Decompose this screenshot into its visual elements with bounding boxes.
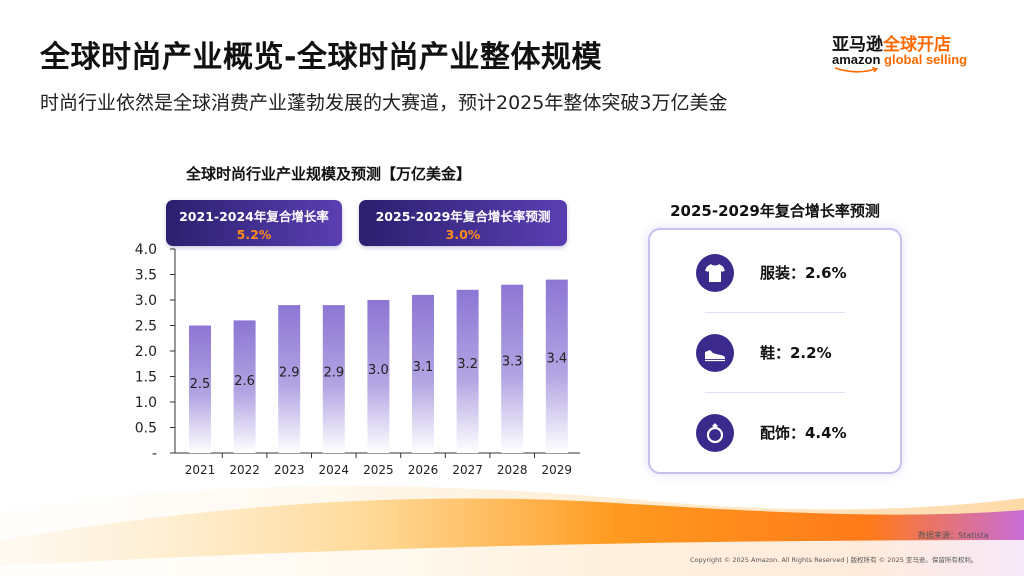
x-tick-label: 2027 [452, 463, 483, 477]
logo-en-text: amazon global selling [832, 52, 967, 67]
bar-2025 [367, 300, 390, 453]
bar-2026 [412, 294, 434, 453]
logo-cn-amazon: 亚马逊 [832, 35, 883, 55]
y-tick-label: 2.0 [135, 344, 157, 360]
y-tick-label: 2.5 [135, 319, 157, 335]
y-tick-label: 1.5 [135, 370, 157, 386]
badge-cagr-2025-2029-label: 2025-2029年复合增长率预测 [375, 209, 551, 224]
growth-accessories-text: 配饰：4.4% [760, 424, 847, 442]
data-label-2021: 2.5 [190, 377, 211, 392]
logo-en-amazon: amazon [832, 52, 881, 67]
tshirt-icon [705, 264, 725, 282]
data-label-2026: 3.1 [413, 360, 434, 375]
panel-divider [705, 312, 845, 313]
badge-cagr-2021-2024-label: 2021-2024年复合增长率 [179, 209, 329, 224]
data-label-2024: 2.9 [323, 366, 344, 381]
bar-2028 [501, 284, 524, 453]
y-tick-label: 4.0 [135, 242, 157, 258]
x-tick-label: 2026 [408, 463, 439, 477]
y-tick-label: 3.5 [135, 268, 157, 284]
growth-row-apparel: 服装：2.6% [650, 248, 900, 298]
badge-cagr-2021-2024: 2021-2024年复合增长率 5.2% [166, 200, 342, 246]
logo-cn-text: 亚马逊全球开店 [832, 30, 951, 55]
growth-shoes-text: 鞋：2.2% [760, 344, 832, 362]
bar-2021 [189, 325, 211, 453]
data-label-2022: 2.6 [234, 374, 255, 389]
logo-en-global-selling: global selling [884, 52, 968, 67]
panel-divider [705, 392, 845, 393]
bar-2023 [278, 305, 301, 453]
y-tick-label: 3.0 [135, 293, 157, 309]
data-label-2025: 3.0 [368, 363, 389, 378]
x-tick-label: 2024 [319, 463, 350, 477]
x-tick-label: 2023 [274, 463, 305, 477]
x-tick-label: 2022 [229, 463, 260, 477]
copyright-text: Copyright © 2025 Amazon. All Rights Rese… [690, 556, 978, 564]
bar-2024 [322, 305, 345, 453]
bar-2029 [545, 279, 568, 453]
bar-2022 [233, 320, 256, 453]
shoes-icon-badge [696, 334, 734, 372]
x-tick-label: 2029 [542, 463, 573, 477]
logo-cn-global: 全球开店 [883, 35, 951, 55]
page-subtitle: 时尚行业依然是全球消费产业蓬勃发展的大赛道，预计2025年整体突破3万亿美金 [40, 92, 728, 114]
y-tick-label: - [152, 446, 157, 462]
x-tick-label: 2025 [363, 463, 394, 477]
chart-title: 全球时尚行业产业规模及预测【万亿美金】 [186, 165, 472, 183]
amazon-smile-icon [834, 67, 879, 73]
shoe-icon [705, 350, 725, 362]
accessories-icon-badge [696, 414, 734, 452]
apparel-icon-badge [696, 254, 734, 292]
badge-cagr-2021-2024-value: 5.2% [236, 227, 272, 242]
market-size-bar-chart: 4.0 3.5 3.0 2.5 2.0 1.5 1.0 0.5 - 2.5 2021 2.6 2022 2… [135, 242, 580, 477]
growth-row-accessories: 配饰：4.4% [650, 408, 900, 458]
data-label-2027: 3.2 [457, 357, 478, 372]
data-source-note: 数据来源：Statista [918, 531, 989, 540]
amazon-global-selling-logo: 亚马逊全球开店 amazon global selling [832, 30, 982, 74]
y-tick-label: 1.0 [135, 395, 157, 411]
x-tick-label: 2028 [497, 463, 528, 477]
ring-icon [706, 423, 724, 444]
bar-2027 [456, 289, 479, 453]
growth-forecast-panel: 服装：2.6% 鞋：2.2% 配饰：4.4% [648, 228, 902, 474]
badge-cagr-2025-2029-value: 3.0% [445, 227, 481, 242]
data-label-2028: 3.3 [502, 354, 523, 369]
growth-apparel-text: 服装：2.6% [760, 264, 847, 282]
data-label-2029: 3.4 [546, 352, 567, 367]
badge-cagr-2025-2029: 2025-2029年复合增长率预测 3.0% [359, 200, 567, 246]
growth-forecast-title: 2025-2029年复合增长率预测 [670, 202, 880, 220]
y-tick-label: 0.5 [135, 421, 157, 437]
page-title: 全球时尚产业概览-全球时尚产业整体规模 [40, 40, 602, 75]
x-tick-label: 2021 [185, 463, 216, 477]
decorative-wave-background [0, 486, 1024, 576]
growth-row-shoes: 鞋：2.2% [650, 328, 900, 378]
data-label-2023: 2.9 [279, 366, 300, 381]
